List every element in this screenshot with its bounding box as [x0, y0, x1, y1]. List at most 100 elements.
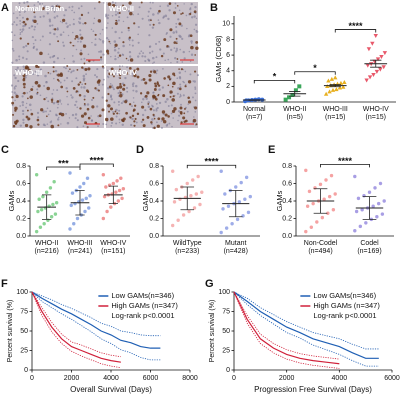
nucleus	[19, 105, 22, 107]
stained-cell	[110, 67, 114, 71]
nucleus	[149, 1, 152, 4]
nucleus	[179, 48, 182, 51]
stained-cell	[172, 11, 176, 15]
nucleus	[75, 48, 78, 51]
nucleus	[25, 57, 28, 61]
data-point	[326, 78, 331, 83]
nucleus	[24, 10, 27, 13]
x-tick-label: Non-Codel	[304, 240, 338, 247]
nucleus	[82, 22, 85, 25]
nucleus	[99, 50, 103, 53]
stained-cell	[22, 20, 26, 24]
nucleus	[151, 118, 154, 121]
nucleus	[137, 25, 140, 29]
x-axis-label: Progression Free Survival (Days)	[254, 385, 372, 394]
nucleus	[13, 87, 16, 90]
nucleus	[37, 116, 40, 119]
nucleus	[90, 119, 94, 122]
stained-cell	[146, 115, 150, 119]
nucleus	[195, 29, 197, 32]
data-point	[305, 204, 310, 208]
stained-cell	[141, 118, 145, 121]
nucleus	[106, 69, 109, 72]
significance-label: *	[273, 72, 277, 82]
nucleus	[189, 11, 192, 14]
nucleus	[14, 85, 17, 88]
stained-cell	[167, 84, 170, 87]
nucleus	[94, 38, 97, 41]
stained-cell	[167, 75, 171, 79]
nucleus	[106, 86, 110, 90]
nucleus	[152, 62, 154, 64]
stained-cell	[179, 106, 183, 110]
nucleus	[35, 70, 38, 73]
nucleus	[74, 103, 77, 107]
nucleus	[79, 33, 82, 36]
nucleus	[162, 15, 166, 18]
data-point	[243, 197, 247, 201]
nucleus	[170, 48, 173, 52]
nucleus	[98, 50, 100, 53]
nucleus	[109, 83, 112, 85]
nucleus	[47, 113, 50, 116]
stained-cell	[107, 92, 110, 96]
nucleus	[181, 61, 184, 63]
nucleus	[26, 0, 29, 4]
nucleus	[166, 97, 169, 101]
nucleus	[74, 117, 77, 120]
nucleus	[98, 38, 101, 40]
stained-cell	[153, 82, 157, 85]
nucleus	[137, 41, 140, 44]
nucleus	[111, 86, 114, 89]
y-tick-label: 10	[222, 21, 230, 28]
nucleus	[56, 118, 60, 121]
nucleus	[97, 83, 101, 87]
nucleus	[49, 72, 52, 75]
image-label: Normal/ Brian	[15, 4, 65, 13]
nucleus	[93, 17, 96, 20]
nucleus	[148, 34, 151, 37]
nucleus	[83, 57, 86, 60]
nucleus	[117, 100, 120, 103]
stained-cell	[86, 107, 90, 111]
stained-cell	[33, 11, 36, 14]
nucleus	[152, 109, 155, 112]
stained-cell	[180, 13, 182, 15]
nucleus	[144, 55, 147, 58]
stained-cell	[169, 28, 173, 32]
stained-cell	[133, 124, 136, 127]
stained-cell	[27, 117, 31, 121]
nucleus	[75, 77, 78, 80]
nucleus	[125, 86, 129, 90]
stained-cell	[59, 73, 64, 77]
nucleus	[173, 47, 176, 49]
stained-cell	[111, 3, 116, 8]
stained-cell	[175, 37, 178, 40]
stained-cell	[176, 4, 179, 7]
nucleus	[118, 109, 121, 112]
stained-cell	[169, 90, 173, 94]
nucleus	[33, 4, 36, 7]
stained-cell	[178, 22, 182, 26]
nucleus	[18, 2, 21, 5]
nucleus	[175, 30, 178, 33]
data-point	[80, 198, 85, 202]
nucleus	[43, 84, 46, 87]
data-point	[189, 194, 193, 198]
nucleus	[118, 65, 121, 68]
stained-cell	[114, 22, 118, 26]
nucleus	[86, 103, 90, 106]
nucleus	[118, 37, 121, 40]
nucleus	[155, 109, 158, 112]
stained-cell	[122, 4, 125, 7]
nucleus	[193, 116, 195, 118]
nucleus	[67, 25, 69, 27]
nucleus	[85, 73, 87, 76]
nucleus	[103, 2, 105, 4]
nucleus	[179, 83, 182, 86]
stained-cell	[144, 81, 148, 85]
stained-cell	[184, 85, 187, 88]
nucleus	[182, 68, 185, 71]
data-point	[82, 181, 86, 186]
data-point	[380, 212, 385, 216]
